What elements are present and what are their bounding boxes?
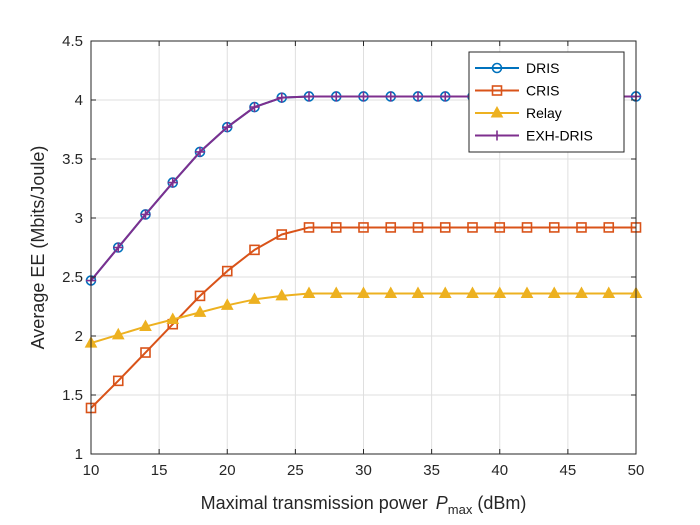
data-point-cris <box>467 222 478 233</box>
data-point-cris <box>221 265 233 277</box>
y-tick-label: 4.5 <box>62 33 83 50</box>
data-point-cris <box>385 222 397 233</box>
x-tick-label: 45 <box>560 462 577 479</box>
data-point-relay <box>220 298 234 310</box>
y-tick-label: 3 <box>75 210 83 227</box>
data-point-cris <box>112 375 124 387</box>
data-point-exh-dris <box>222 122 233 133</box>
x-tick-label: 35 <box>423 462 440 479</box>
data-point-cris <box>276 229 288 240</box>
series-cris <box>85 222 642 414</box>
y-tick-label: 4 <box>75 92 83 109</box>
data-point-relay <box>193 305 207 317</box>
x-axis-label-unit: (dBm) <box>477 493 526 513</box>
legend-entry-relay: Relay <box>475 105 562 121</box>
data-point-relay <box>520 286 534 299</box>
data-point-exh-dris <box>249 102 260 113</box>
legend-entry-dris: DRIS <box>475 60 559 76</box>
series-line-cris <box>90 226 636 409</box>
data-point-cris <box>330 222 342 233</box>
data-point-cris <box>303 222 315 233</box>
legend-label-dris: DRIS <box>526 60 559 76</box>
data-point-relay <box>575 286 588 299</box>
legend: DRIS CRIS Relay EXH-DRIS <box>468 51 625 153</box>
legend-marker-exh-dris <box>492 130 502 141</box>
data-point-relay <box>384 286 398 299</box>
legend-label-relay: Relay <box>526 105 562 121</box>
data-point-cris <box>603 222 615 233</box>
data-point-exh-dris <box>331 91 342 102</box>
x-axis-label-variable: P <box>436 493 448 513</box>
data-point-cris <box>439 222 451 233</box>
x-tick-label: 15 <box>151 462 168 479</box>
data-point-exh-dris <box>385 91 396 102</box>
data-point-exh-dris <box>413 91 423 102</box>
data-point-relay <box>139 319 152 332</box>
y-tick-label: 1 <box>75 446 83 463</box>
legend-entry-exh-dris: EXH-DRIS <box>475 128 593 144</box>
legend-label-exh-dris: EXH-DRIS <box>526 128 593 144</box>
y-tick-label: 1.5 <box>62 387 83 404</box>
legend-marker-relay <box>490 105 504 118</box>
series-layer <box>84 91 643 414</box>
data-point-relay <box>166 312 180 324</box>
y-tick-label: 3.5 <box>62 151 83 168</box>
data-point-relay <box>329 286 343 299</box>
data-point-exh-dris <box>276 92 287 103</box>
y-axis-label: Average EE (Mbits/Joule) <box>28 146 48 350</box>
x-axis-label: Maximal transmission power Pmax (dBm) <box>201 493 527 517</box>
data-point-exh-dris <box>113 242 124 253</box>
data-point-cris <box>140 347 151 358</box>
data-point-exh-dris <box>167 177 178 188</box>
x-tick-label: 10 <box>83 462 100 479</box>
data-point-relay <box>302 286 316 299</box>
y-tick-label: 2.5 <box>62 269 83 286</box>
data-point-cris <box>412 222 424 233</box>
data-point-cris <box>194 290 206 302</box>
data-point-cris <box>548 222 560 233</box>
legend-entry-cris: CRIS <box>475 83 559 99</box>
data-point-exh-dris <box>195 146 205 157</box>
legend-marker-cris <box>491 85 503 96</box>
data-point-relay <box>275 288 289 301</box>
data-point-exh-dris <box>140 209 151 220</box>
data-point-relay <box>466 286 479 299</box>
data-point-relay <box>438 286 452 299</box>
data-point-relay <box>111 327 125 340</box>
x-tick-label: 20 <box>219 462 236 479</box>
data-point-cris <box>521 222 533 233</box>
data-point-relay <box>357 286 370 299</box>
x-tick-label: 25 <box>287 462 304 479</box>
data-point-relay <box>547 286 561 299</box>
data-point-relay <box>602 286 616 299</box>
x-tick-label: 50 <box>628 462 645 479</box>
data-point-cris <box>576 222 587 233</box>
x-axis-label-subscript: max <box>448 502 473 517</box>
data-point-relay <box>411 286 425 299</box>
x-tick-label: 30 <box>355 462 372 479</box>
data-point-exh-dris <box>358 91 369 102</box>
legend-label-cris: CRIS <box>526 83 559 99</box>
legend-marker-dris <box>491 62 503 74</box>
data-point-cris <box>358 222 369 233</box>
data-point-cris <box>249 244 260 256</box>
data-point-relay <box>493 286 507 299</box>
data-point-relay <box>248 292 261 304</box>
axis-ticks: 10 15 20 25 30 35 40 45 50 1 1.5 2 2.5 3 3.5 4 4.5 <box>62 33 644 479</box>
data-point-exh-dris <box>304 91 314 102</box>
y-tick-label: 2 <box>75 328 83 345</box>
data-point-cris <box>494 222 506 233</box>
data-point-exh-dris <box>440 91 451 102</box>
x-tick-label: 40 <box>491 462 508 479</box>
x-axis-label-prefix: Maximal transmission power <box>201 493 428 513</box>
